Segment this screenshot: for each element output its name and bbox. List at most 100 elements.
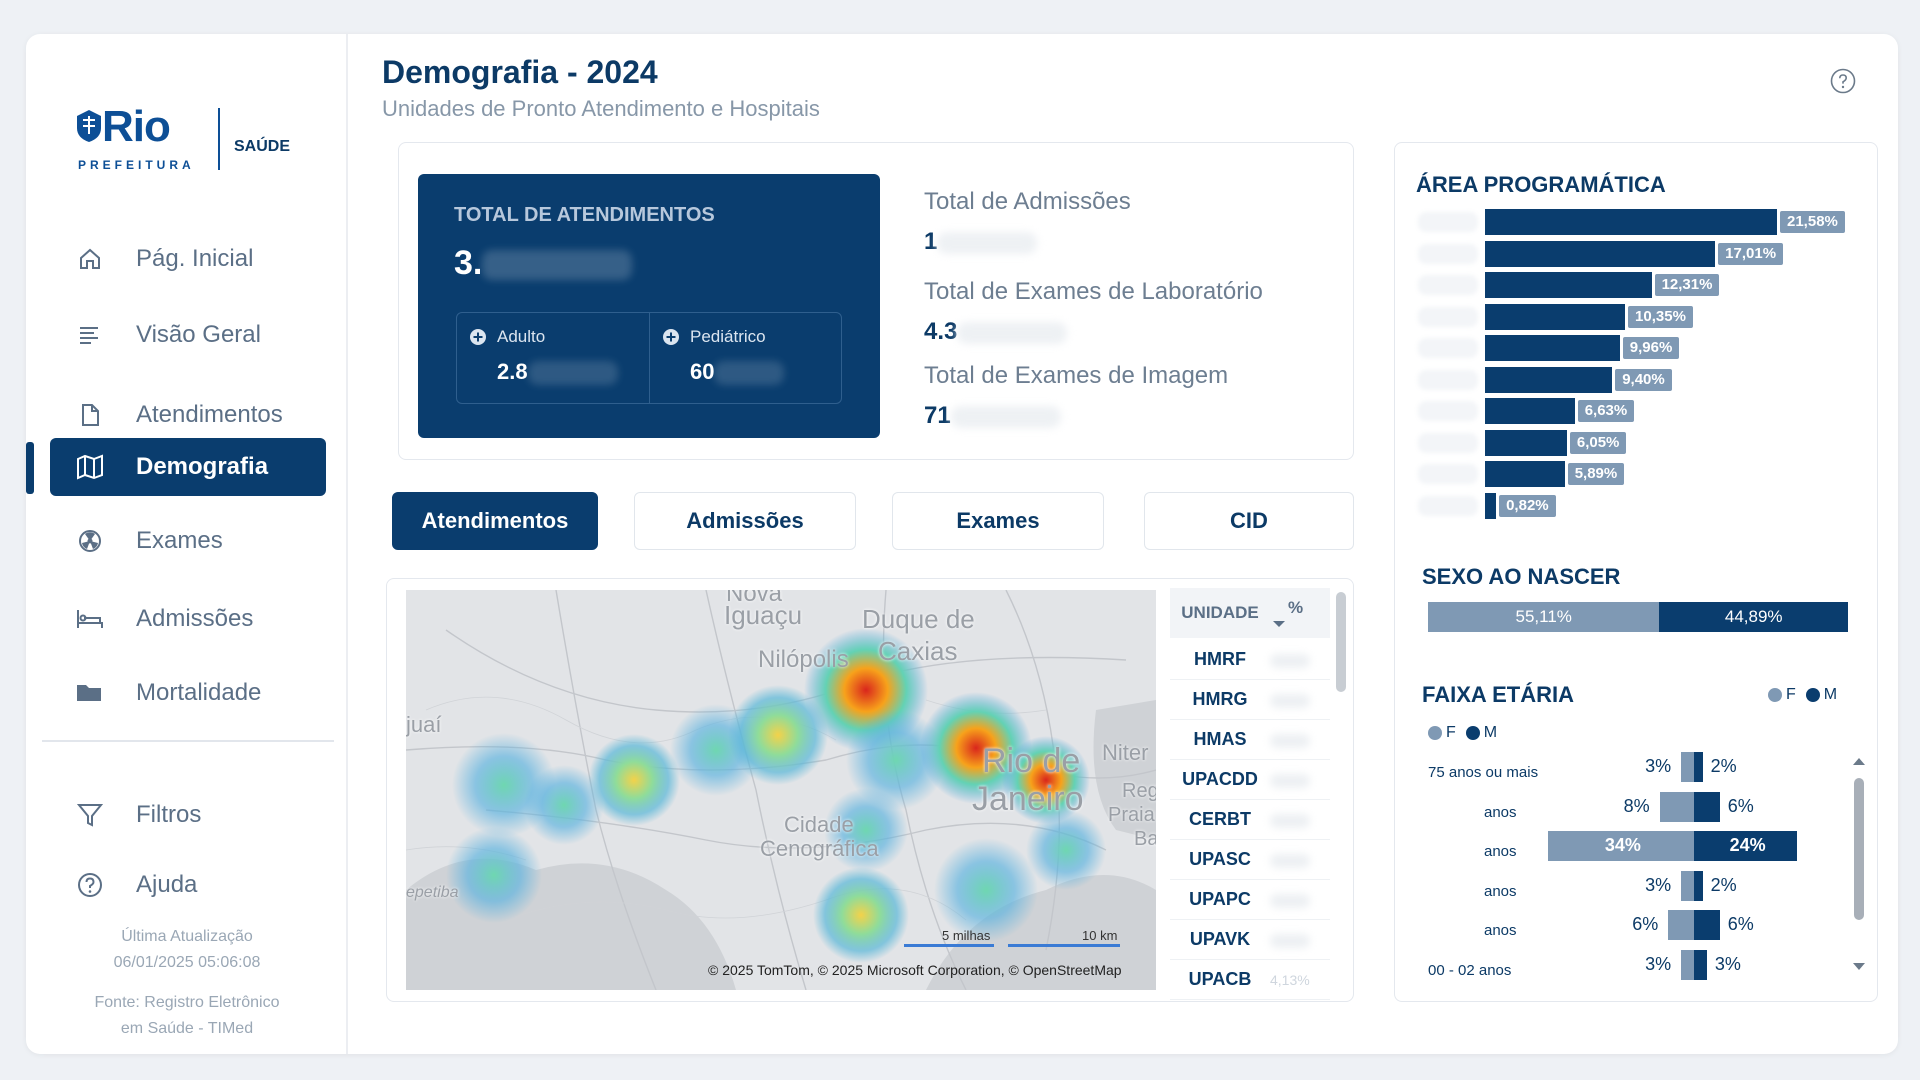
faixa-legend: F M [1428,724,1497,742]
tab-cid[interactable]: CID [1144,492,1354,550]
plus-circle-icon [469,328,487,346]
area-bar[interactable] [1485,366,1613,393]
faixa-m-bar[interactable] [1694,831,1798,861]
tab-exames[interactable]: Exames [892,492,1104,550]
faixa-f-value: 34% [1604,835,1641,855]
sidebar-item-pag-inicial[interactable]: Pág. Inicial [50,230,326,288]
legend-f-dot [1768,688,1782,702]
sidebar-item-admissoes[interactable]: Admissões [50,590,326,648]
kpi-exames-laboratorio: Total de Exames de Laboratório 4.3 [924,278,1263,345]
sidebar-item-label: Visão Geral [136,321,261,348]
legend-f-label: F [1446,724,1456,741]
faixa-m-value: 2% [1710,756,1737,776]
table-row[interactable]: UPACB 4,13% [1170,960,1330,1000]
column-header-percent[interactable]: % [1288,598,1304,617]
sexo-m-bar[interactable]: 44,89% [1659,602,1848,632]
sidebar-item-atendimentos[interactable]: Atendimentos [50,386,326,444]
table-row[interactable]: HMRF [1170,640,1330,680]
tab-atendimentos[interactable]: Atendimentos [392,492,598,550]
map-label: Nova [726,590,783,607]
faixa-m-bar[interactable] [1694,949,1707,980]
sidebar-item-visao-geral[interactable]: Visão Geral [50,306,326,364]
table-scrollbar[interactable] [1336,592,1346,692]
logo-saude-text: SAÚDE [234,138,291,155]
scale-miles: 5 milhas [942,928,991,943]
column-header-unidade[interactable]: UNIDADE [1181,603,1259,622]
table-row[interactable]: UPAPC [1170,880,1330,920]
area-bar[interactable] [1485,335,1620,361]
sidebar-item-demografia[interactable]: Demografia [50,438,326,496]
area-bar[interactable] [1485,492,1497,519]
faixa-m-value: 2% [1710,874,1737,895]
scroll-down-icon[interactable] [1852,962,1866,972]
faixa-f-value: 3% [1645,874,1672,895]
table-row[interactable]: UPAVK [1170,920,1330,960]
heatmap[interactable]: Nova Iguaçu Duque de Caxias Nilópolis ju… [406,590,1156,990]
source-line-2: em Saúde - TIMed [120,1020,254,1037]
faixa-f-bar[interactable] [1668,910,1694,940]
area-bar-label: 9,40% [1615,368,1672,391]
map-label: Praia [1108,804,1155,826]
city-crest-icon [77,110,101,142]
sidebar-item-exames[interactable]: Exames [50,512,326,570]
legend-m-dot [1805,688,1820,702]
home-icon [72,241,108,277]
map-label: epetiba [406,884,459,901]
sidebar-item-ajuda[interactable]: Ajuda [50,856,326,914]
faixa-scrollbar[interactable] [1854,778,1864,920]
faixa-f-value: 3% [1645,953,1672,974]
table-row[interactable]: HMRG [1170,680,1330,720]
sidebar-item-label: Exames [136,527,223,554]
sidebar-item-filtros[interactable]: Filtros [50,786,326,844]
faixa-m-bar[interactable] [1694,870,1703,901]
area-bar-label: 10,35% [1628,305,1693,328]
faixa-category-label: 75 anos ou mais [1428,764,1539,781]
list-icon [72,317,108,353]
area-category-label [1418,495,1478,516]
scale-km: 10 km [1082,928,1118,943]
area-bar[interactable] [1485,209,1777,235]
faixa-m-bar[interactable] [1694,910,1720,940]
area-bar[interactable] [1485,461,1565,487]
tab-admissoes[interactable]: Admissões [634,492,856,550]
area-bar[interactable] [1485,272,1652,298]
area-bar[interactable] [1485,398,1575,424]
sidebar-item-mortalidade[interactable]: Mortalidade [50,664,326,722]
active-indicator [26,442,34,494]
faixa-category-label: anos [1484,803,1517,821]
table-row[interactable]: UPASC [1170,840,1330,880]
faixa-f-bar[interactable] [1681,752,1694,782]
faixa-m-bar[interactable] [1694,752,1703,782]
legend-f-label: F [1786,686,1796,703]
area-category-label [1418,275,1478,295]
total-atendimentos-value: 3. [454,244,633,283]
sidebar-item-label: Atendimentos [136,401,283,428]
faixa-f-bar[interactable] [1681,949,1694,980]
faixa-f-bar[interactable] [1659,791,1694,822]
table-row[interactable]: HMAS [1170,720,1330,760]
faixa-m-bar[interactable] [1694,791,1720,822]
area-category-label [1418,306,1478,327]
faixa-m-value: 24% [1729,835,1766,855]
hospital-bed-icon [72,601,108,637]
area-bar[interactable] [1485,240,1716,267]
faixa-f-bar[interactable] [1547,831,1694,861]
page-title: Demografia - 2024 [382,54,658,90]
faixa-f-value: 6% [1632,914,1659,934]
table-row[interactable]: UPACDD [1170,760,1330,800]
table-row[interactable]: CERBT [1170,800,1330,840]
folder-icon [72,675,108,711]
sexo-f-bar[interactable]: 55,11% [1428,602,1660,632]
sort-desc-icon[interactable] [1272,614,1286,634]
scroll-up-icon[interactable] [1852,756,1866,766]
document-icon [72,397,108,433]
map-credits[interactable]: © 2025 TomTom, © 2025 Microsoft Corporat… [708,962,1122,978]
faixa-m-value: 6% [1727,795,1754,816]
faixa-f-bar[interactable] [1681,870,1694,901]
scale-bar-miles [904,944,994,947]
area-bar[interactable] [1485,303,1626,330]
area-bar[interactable] [1485,429,1567,456]
unit-table-header: UNIDADE % [1170,588,1330,638]
sidebar-item-label: Demografia [136,453,269,480]
help-circle-icon[interactable] [1830,68,1856,94]
